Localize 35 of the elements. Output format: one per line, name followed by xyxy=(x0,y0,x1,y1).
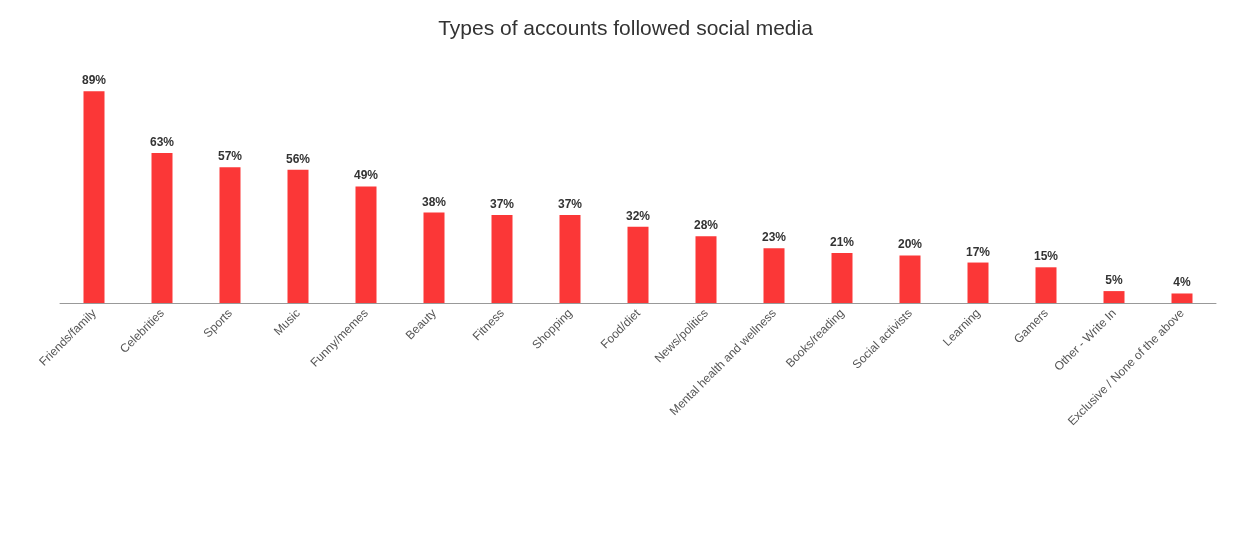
bar xyxy=(83,91,105,303)
data-label: 20% xyxy=(897,237,923,252)
bar xyxy=(559,214,581,303)
data-label: 63% xyxy=(149,135,175,150)
bar xyxy=(1035,267,1057,303)
bar xyxy=(763,248,785,303)
bar xyxy=(355,186,377,303)
data-label: 57% xyxy=(217,149,243,164)
data-label: 4% xyxy=(1173,275,1191,290)
data-label: 49% xyxy=(353,168,379,183)
bar xyxy=(831,253,853,303)
bar xyxy=(899,255,921,303)
data-label: 37% xyxy=(489,196,515,211)
data-label: 21% xyxy=(829,235,855,250)
bar xyxy=(491,214,513,303)
bar xyxy=(1103,291,1125,303)
data-label: 32% xyxy=(625,208,651,223)
data-label: 5% xyxy=(1105,273,1123,288)
data-label: 28% xyxy=(693,218,719,233)
data-label: 56% xyxy=(285,151,311,166)
bar xyxy=(695,236,717,303)
chart-title: Types of accounts followed social media xyxy=(438,16,814,39)
data-label: 38% xyxy=(421,194,447,209)
bar xyxy=(287,169,309,303)
data-label: 23% xyxy=(761,230,787,245)
data-label: 17% xyxy=(965,244,991,259)
bar xyxy=(423,212,445,303)
data-label: 89% xyxy=(81,73,107,88)
bar xyxy=(967,262,989,303)
bar xyxy=(627,226,649,303)
data-label: 15% xyxy=(1033,249,1059,264)
bar xyxy=(151,153,173,303)
bar xyxy=(1171,293,1193,303)
data-label: 37% xyxy=(557,196,583,211)
bar xyxy=(219,167,241,303)
